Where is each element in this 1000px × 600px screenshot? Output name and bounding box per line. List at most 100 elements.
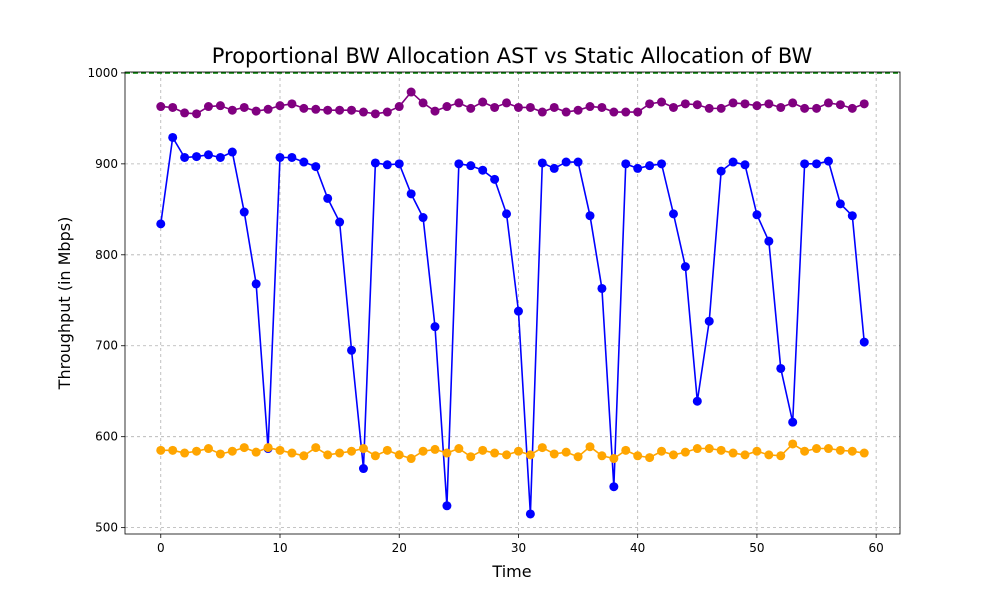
- data-point: [490, 174, 500, 184]
- data-point: [788, 417, 798, 427]
- x-tick-label: 10: [272, 541, 287, 555]
- data-point: [502, 450, 512, 460]
- data-point: [835, 445, 845, 455]
- data-point: [704, 316, 714, 326]
- data-point: [287, 152, 297, 162]
- data-point: [263, 104, 273, 114]
- data-point: [812, 444, 822, 454]
- data-point: [847, 446, 857, 456]
- data-point: [800, 159, 810, 169]
- data-point: [573, 452, 583, 462]
- data-point: [549, 163, 559, 173]
- data-point: [776, 451, 786, 461]
- data-point: [490, 448, 500, 458]
- data-point: [156, 219, 166, 229]
- data-point: [156, 102, 166, 112]
- data-point: [597, 283, 607, 293]
- data-point: [764, 99, 774, 109]
- data-point: [680, 447, 690, 457]
- data-point: [537, 158, 547, 168]
- data-point: [478, 165, 488, 175]
- data-point: [466, 161, 476, 171]
- data-point: [645, 453, 655, 463]
- series-1: [156, 132, 869, 519]
- data-point: [776, 102, 786, 112]
- data-point: [370, 109, 380, 119]
- data-point: [597, 451, 607, 461]
- data-point: [370, 158, 380, 168]
- data-point: [454, 444, 464, 454]
- data-point: [657, 159, 667, 169]
- data-point: [704, 444, 714, 454]
- data-point: [275, 445, 285, 455]
- data-point: [585, 442, 595, 452]
- data-point: [812, 159, 822, 169]
- data-point: [478, 445, 488, 455]
- data-point: [692, 396, 702, 406]
- data-point: [728, 448, 738, 458]
- data-point: [156, 445, 166, 455]
- data-point: [478, 97, 488, 107]
- data-point: [704, 103, 714, 113]
- data-point: [168, 445, 178, 455]
- data-point: [394, 159, 404, 169]
- data-point: [311, 104, 321, 114]
- y-tick-label: 800: [95, 248, 118, 262]
- data-point: [239, 102, 249, 112]
- data-point: [323, 450, 333, 460]
- data-point: [621, 107, 631, 117]
- data-point: [275, 101, 285, 111]
- data-point: [549, 449, 559, 459]
- x-tick-label: 0: [157, 541, 165, 555]
- data-point: [251, 106, 261, 116]
- data-point: [335, 448, 345, 458]
- data-point: [752, 210, 762, 220]
- data-point: [859, 99, 869, 109]
- data-point: [358, 464, 368, 474]
- data-point: [645, 161, 655, 171]
- data-point: [561, 157, 571, 167]
- data-point: [323, 105, 333, 115]
- series-line: [159, 135, 866, 515]
- data-point: [454, 98, 464, 108]
- data-point: [680, 99, 690, 109]
- data-point: [561, 107, 571, 117]
- data-point: [168, 102, 178, 112]
- data-point: [382, 160, 392, 170]
- grid: [125, 72, 900, 534]
- data-point: [192, 446, 202, 456]
- data-point: [382, 445, 392, 455]
- data-point: [430, 106, 440, 116]
- data-point: [299, 157, 309, 167]
- data-point: [847, 103, 857, 113]
- data-point: [525, 102, 535, 112]
- data-point: [203, 444, 213, 454]
- data-point: [692, 444, 702, 454]
- data-point: [513, 446, 523, 456]
- data-point: [406, 454, 416, 464]
- data-point: [442, 448, 452, 458]
- data-point: [227, 105, 237, 115]
- data-point: [621, 445, 631, 455]
- series-0: [156, 87, 869, 119]
- y-tick-label: 1000: [87, 66, 118, 80]
- data-point: [251, 279, 261, 289]
- data-point: [716, 103, 726, 113]
- y-tick-label: 900: [95, 157, 118, 171]
- data-point: [203, 102, 213, 112]
- series-2: [156, 439, 869, 464]
- data-point: [215, 101, 225, 111]
- data-point: [180, 108, 190, 118]
- data-point: [609, 107, 619, 117]
- data-point: [740, 450, 750, 460]
- data-point: [251, 447, 261, 457]
- data-point: [502, 98, 512, 108]
- data-point: [466, 103, 476, 113]
- data-point: [513, 306, 523, 316]
- data-point: [406, 189, 416, 199]
- data-point: [835, 199, 845, 209]
- data-point: [764, 236, 774, 246]
- data-point: [263, 443, 273, 453]
- data-point: [740, 99, 750, 109]
